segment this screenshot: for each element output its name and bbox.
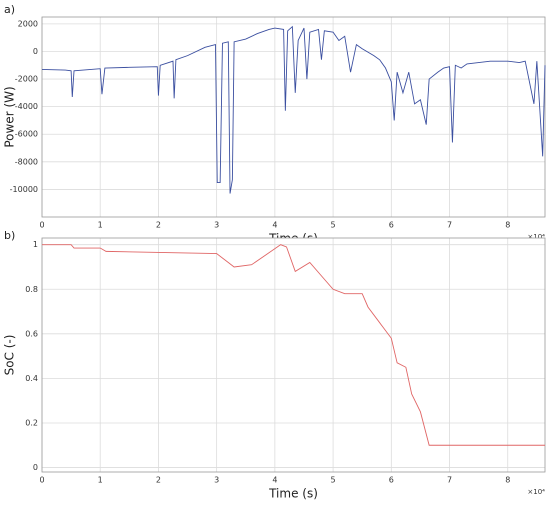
x-tick-label: 2 bbox=[156, 476, 161, 485]
y-tick-label: 0.6 bbox=[25, 329, 38, 338]
x-tick-label: 8 bbox=[505, 476, 510, 485]
y-tick-label: -8000 bbox=[15, 157, 38, 166]
x-exponent: ×10⁴ bbox=[527, 233, 545, 241]
y-tick-label: 1 bbox=[33, 240, 38, 249]
y-tick-label: -10000 bbox=[10, 185, 38, 194]
x-tick-label: 7 bbox=[447, 476, 452, 485]
x-tick-label: 4 bbox=[272, 476, 277, 485]
y-tick-label: 0.4 bbox=[25, 374, 38, 383]
x-tick-label: 6 bbox=[389, 476, 394, 485]
data-line bbox=[42, 244, 545, 446]
x-axis-label: Time (s) bbox=[268, 487, 318, 501]
y-tick-label: 0.2 bbox=[25, 418, 38, 427]
plot-area bbox=[42, 238, 545, 472]
panel-label: a) bbox=[4, 3, 15, 16]
y-tick-label: 0 bbox=[33, 463, 38, 472]
x-tick-label: 3 bbox=[214, 221, 219, 230]
panel-label: b) bbox=[4, 229, 15, 242]
x-tick-label: 8 bbox=[505, 221, 510, 230]
x-tick-label: 2 bbox=[156, 221, 161, 230]
x-tick-label: 5 bbox=[331, 221, 336, 230]
y-tick-label: 0 bbox=[33, 47, 38, 56]
y-tick-label: -6000 bbox=[15, 130, 38, 139]
y-axis-label: Power (W) bbox=[3, 86, 17, 147]
x-tick-label: 7 bbox=[447, 221, 452, 230]
x-tick-label: 5 bbox=[331, 476, 336, 485]
y-tick-label: -2000 bbox=[15, 75, 38, 84]
y-tick-label: 2000 bbox=[18, 19, 38, 28]
y-tick-label: 0.8 bbox=[25, 285, 38, 294]
x-exponent: ×10⁴ bbox=[527, 488, 545, 496]
x-tick-label: 1 bbox=[98, 476, 103, 485]
x-tick-label: 6 bbox=[389, 221, 394, 230]
axes-frame bbox=[41, 237, 546, 473]
x-tick-label: 0 bbox=[39, 221, 44, 230]
axes-frame bbox=[41, 16, 546, 218]
x-tick-label: 3 bbox=[214, 476, 219, 485]
x-tick-label: 1 bbox=[98, 221, 103, 230]
x-tick-label: 0 bbox=[39, 476, 44, 485]
data-line bbox=[41, 25, 546, 194]
y-tick-label: -4000 bbox=[15, 102, 38, 111]
x-tick-label: 4 bbox=[272, 221, 277, 230]
y-axis-label: SoC (-) bbox=[3, 335, 17, 376]
